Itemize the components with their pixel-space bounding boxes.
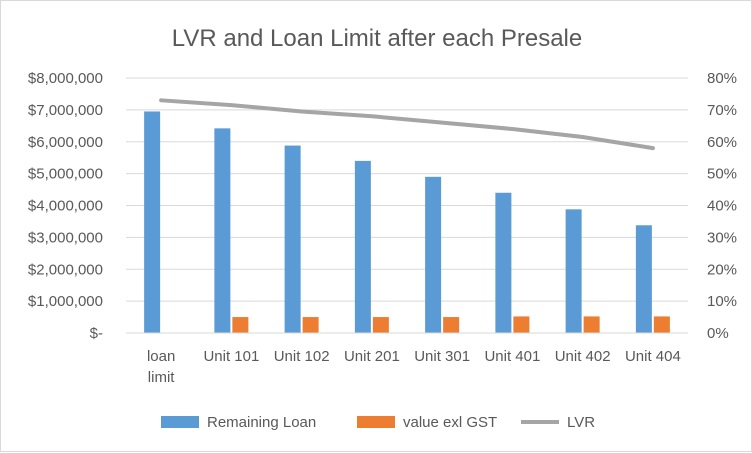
left-tick-label: $7,000,000 xyxy=(28,102,103,119)
category-label: Unit 404 xyxy=(625,348,681,365)
left-tick-label: $5,000,000 xyxy=(28,166,103,183)
category-label: loan limit xyxy=(147,348,175,386)
category-label: Unit 201 xyxy=(344,348,400,365)
legend-remaining-loan: Remaining Loan xyxy=(161,414,316,431)
left-tick-label: $8,000,000 xyxy=(28,70,103,87)
remaining-loan-bar xyxy=(425,176,442,333)
legend: Remaining Loan value exl GST LVR xyxy=(161,414,595,431)
right-tick-label: 50% xyxy=(707,166,737,183)
chart-title: LVR and Loan Limit after each Presale xyxy=(172,25,582,52)
legend-swatch xyxy=(357,416,395,428)
right-tick-label: 70% xyxy=(707,102,737,119)
legend-lvr: LVR xyxy=(521,414,595,431)
right-tick-label: 30% xyxy=(707,229,737,246)
value-exl-gst-bar xyxy=(302,317,319,333)
legend-label: Remaining Loan xyxy=(207,414,316,431)
remaining-loan-bar xyxy=(495,192,512,333)
remaining-loan-bar xyxy=(144,111,161,333)
category-label: Unit 101 xyxy=(203,348,259,365)
gridlines xyxy=(126,77,688,334)
remaining-loan-bar xyxy=(565,209,582,333)
remaining-loan-bar xyxy=(635,225,652,333)
left-tick-label: $2,000,000 xyxy=(28,261,103,278)
left-tick-label: $3,000,000 xyxy=(28,229,103,246)
bars xyxy=(144,111,670,333)
lvr-line-group xyxy=(159,98,655,151)
value-exl-gst-bar xyxy=(653,316,670,333)
legend-swatch xyxy=(161,416,199,428)
value-exl-gst-bar xyxy=(513,316,530,333)
remaining-loan-bar xyxy=(284,145,301,333)
left-tick-label: $- xyxy=(90,325,103,342)
value-exl-gst-bar xyxy=(443,317,460,333)
category-label: Unit 102 xyxy=(274,348,330,365)
right-tick-label: 60% xyxy=(707,134,737,151)
right-tick-label: 20% xyxy=(707,261,737,278)
right-tick-label: 0% xyxy=(707,325,729,342)
value-exl-gst-bar xyxy=(232,317,249,333)
category-label: Unit 401 xyxy=(484,348,540,365)
value-exl-gst-bar xyxy=(372,317,389,333)
lvr-line xyxy=(159,98,655,151)
x-axis: loan limit Unit 101 Unit 102 Unit 201 Unit 30… xyxy=(126,332,688,386)
left-axis: $- $1,000,000 $2,000,000 $3,000,000 $4,000,0… xyxy=(28,70,103,342)
value-exl-gst-bar xyxy=(583,316,600,333)
category-label: Unit 402 xyxy=(555,348,611,365)
remaining-loan-bar xyxy=(354,160,371,333)
right-tick-label: 10% xyxy=(707,293,737,310)
legend-label: LVR xyxy=(567,414,595,431)
legend-label: value exl GST xyxy=(403,414,497,431)
remaining-loan-bar xyxy=(214,128,231,333)
legend-value-exl-gst: value exl GST xyxy=(357,414,497,431)
left-tick-label: $6,000,000 xyxy=(28,134,103,151)
right-tick-label: 80% xyxy=(707,70,737,87)
left-tick-label: $4,000,000 xyxy=(28,198,103,215)
right-axis: 0% 10% 20% 30% 40% 50% 60% 70% 80% xyxy=(707,70,737,342)
left-tick-label: $1,000,000 xyxy=(28,293,103,310)
right-tick-label: 40% xyxy=(707,198,737,215)
category-label: Unit 301 xyxy=(414,348,470,365)
